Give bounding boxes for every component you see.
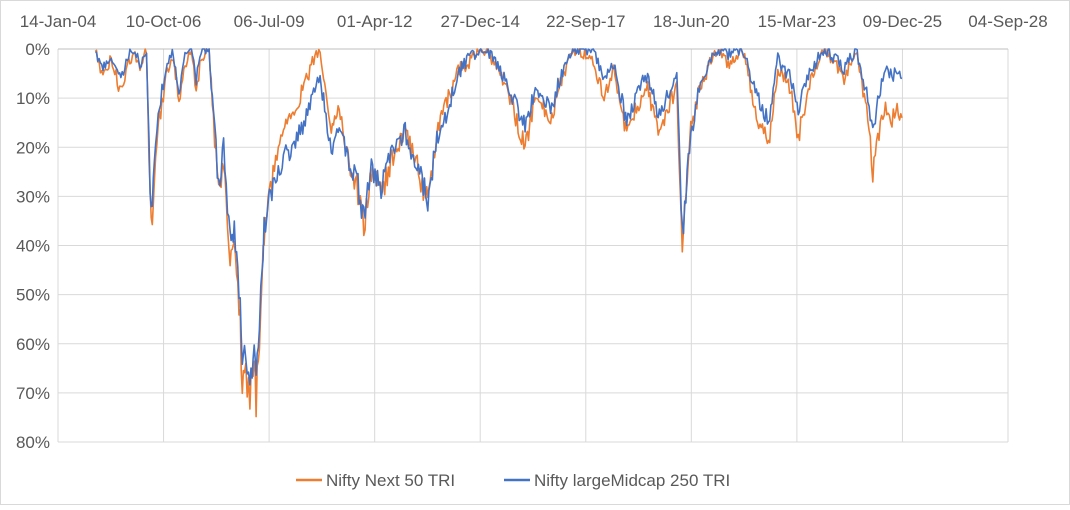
legend: Nifty Next 50 TRI Nifty largeMidcap 250 T… [296,471,730,490]
y-tick-label: 0% [25,40,50,59]
legend-label-nifty-largemidcap-250-tri: Nifty largeMidcap 250 TRI [534,471,730,490]
series-line-nifty-next-50-tri [94,48,903,418]
y-tick-label: 30% [16,187,50,206]
x-tick-label: 15-Mar-23 [758,12,836,31]
x-tick-label: 04-Sep-28 [968,12,1047,31]
x-tick-label: 27-Dec-14 [441,12,520,31]
series-line-nifty-largemidcap-250-tri [95,48,903,386]
x-tick-label: 09-Dec-25 [863,12,942,31]
x-tick-label: 18-Jun-20 [653,12,730,31]
y-tick-label: 50% [16,286,50,305]
series-lines [94,48,903,418]
y-tick-label: 60% [16,335,50,354]
y-tick-label: 10% [16,89,50,108]
x-tick-label: 06-Jul-09 [234,12,305,31]
y-tick-label: 20% [16,138,50,157]
tick-labels: 0% 10% 20% 30% 40% 50% 60% 70% 80% 14-Jan-04 10-Oc… [16,12,1048,452]
y-tick-label: 70% [16,384,50,403]
x-tick-label: 22-Sep-17 [546,12,625,31]
x-tick-label: 10-Oct-06 [126,12,202,31]
y-tick-label: 40% [16,237,50,256]
x-tick-label: 14-Jan-04 [20,12,97,31]
legend-label-nifty-next-50-tri: Nifty Next 50 TRI [326,471,455,490]
gridlines [57,48,1009,443]
y-tick-label: 80% [16,433,50,452]
x-tick-label: 01-Apr-12 [337,12,413,31]
